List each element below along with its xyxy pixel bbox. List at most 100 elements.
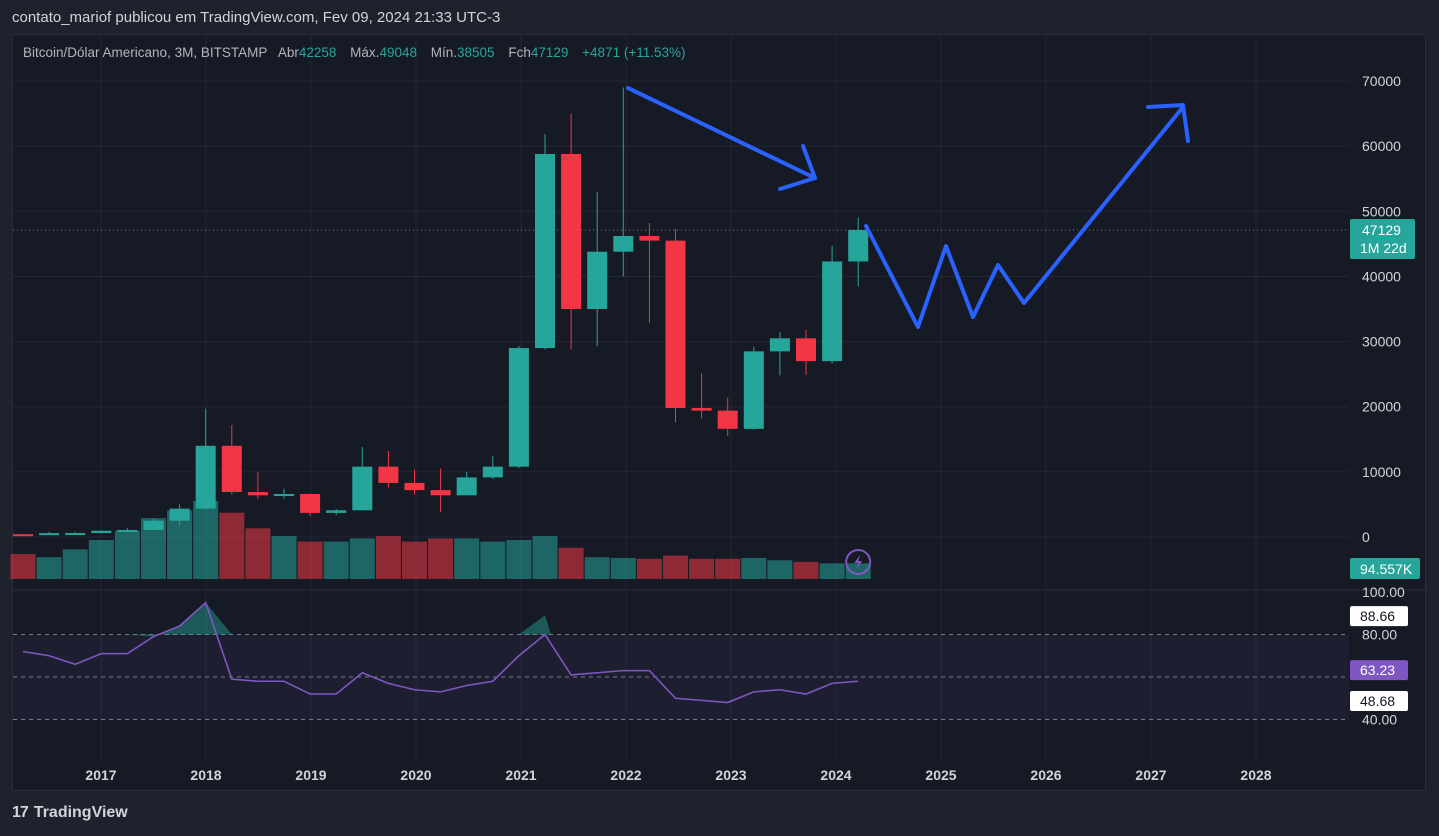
close-value: 47129 <box>530 45 569 60</box>
publish-caption: contato_mariof publicou em TradingView.c… <box>12 9 501 26</box>
volume-bar <box>375 536 401 579</box>
candle-body <box>404 482 425 491</box>
volume-bar <box>323 541 349 579</box>
volume-bar <box>689 558 715 579</box>
volume-bar <box>88 540 114 579</box>
volume-bar <box>845 563 871 579</box>
x-year-label: 2026 <box>1030 767 1061 783</box>
volume-bar <box>584 557 610 579</box>
price-badge-countdown: 1M 22d <box>1360 240 1407 256</box>
tradingview-mark-icon: 17 <box>12 804 29 821</box>
candle-body <box>300 494 321 513</box>
volume-bar <box>245 528 271 579</box>
y-tick-label: 50000 <box>1362 203 1401 219</box>
x-year-label: 2023 <box>715 767 746 783</box>
y-tick-label: 10000 <box>1362 464 1401 480</box>
candle-body <box>143 520 164 530</box>
change-value: +4871 (+11.53%) <box>582 45 686 60</box>
candle-body <box>822 261 843 362</box>
down-arrow-annotation <box>626 86 817 191</box>
x-year-label: 2021 <box>505 767 536 783</box>
volume-bar <box>715 558 741 579</box>
candle-body <box>743 351 764 429</box>
volume-bar <box>428 538 454 579</box>
volume-bar <box>819 563 845 579</box>
volume-bar <box>402 541 427 579</box>
volume-bar <box>297 541 323 579</box>
tradingview-logo[interactable]: 17 TradingView <box>12 804 128 822</box>
volume-bar <box>349 538 375 579</box>
y-tick-label: 0 <box>1362 529 1370 545</box>
candle-body <box>848 230 869 262</box>
candle-body <box>247 492 268 496</box>
candle-body <box>91 530 112 534</box>
candle-body <box>665 240 686 409</box>
rsi-badge <box>1350 691 1408 712</box>
rsi-line <box>22 601 859 704</box>
rsi-tick-label: 80.00 <box>1362 627 1397 643</box>
rsi-badge <box>1350 606 1408 627</box>
rsi-overbought-fill <box>127 602 232 637</box>
forecast-arrow-annotation <box>864 103 1190 329</box>
x-year-label: 2025 <box>925 767 956 783</box>
x-year-label: 2019 <box>295 767 326 783</box>
volume-bar <box>767 560 793 579</box>
high-label: Máx. <box>350 45 380 60</box>
rsi-badge <box>1350 660 1408 681</box>
volume-bar <box>271 536 297 579</box>
high-value: 49048 <box>379 45 417 60</box>
volume-badge-value: 94.557K <box>1360 561 1413 577</box>
lightning-bolt-icon <box>854 555 863 569</box>
symbol-legend: Bitcoin/Dólar Americano, 3M, BITSTAMP Ab… <box>23 45 695 60</box>
volume-bar <box>610 557 636 579</box>
candle-body <box>456 477 477 496</box>
low-value: 38505 <box>457 45 495 60</box>
x-year-label: 2018 <box>190 767 221 783</box>
candle-body <box>169 508 190 521</box>
candle-body <box>430 490 451 496</box>
candle-body <box>65 533 86 536</box>
volume-bar <box>532 536 558 579</box>
candle-body <box>274 494 294 497</box>
price-badge <box>1350 219 1415 260</box>
open-label: Abr <box>277 45 299 60</box>
volume-bar <box>193 501 219 579</box>
volume-bar <box>741 557 767 579</box>
brand-name: TradingView <box>33 804 128 821</box>
y-tick-label: 70000 <box>1362 73 1401 89</box>
candle-body <box>535 153 555 349</box>
candle-body <box>691 408 712 411</box>
candle-body <box>561 153 582 310</box>
volume-bar <box>480 541 506 579</box>
x-year-label: 2027 <box>1135 767 1166 783</box>
volume-bar <box>454 538 480 579</box>
volume-bar <box>36 557 62 579</box>
low-label: Mín. <box>430 45 458 60</box>
volume-badge <box>1350 558 1420 579</box>
volume-bar <box>10 554 36 579</box>
rsi-tick-label: 40.00 <box>1362 712 1397 728</box>
rsi-overbought-fill <box>518 615 551 635</box>
volume-bar <box>636 558 662 579</box>
y-tick-label: 60000 <box>1362 138 1401 154</box>
x-year-label: 2017 <box>85 767 116 783</box>
close-label: Fch <box>508 45 531 60</box>
candle-body <box>13 534 33 537</box>
x-year-label: 2024 <box>820 767 851 783</box>
candle-body <box>195 445 216 509</box>
rsi-tick-label: 100.00 <box>1362 584 1405 600</box>
candle-body <box>378 466 399 483</box>
y-tick-label: 30000 <box>1362 334 1401 350</box>
rsi-badge-value: 48.68 <box>1360 693 1395 709</box>
symbol-name: Bitcoin/Dólar Americano, 3M, BITSTAMP <box>23 45 268 60</box>
volume-bar <box>62 549 88 579</box>
x-year-label: 2028 <box>1240 767 1271 783</box>
open-value: 42258 <box>298 45 337 60</box>
lightning-icon <box>845 549 872 575</box>
candle-body <box>796 338 816 362</box>
volume-bar <box>663 555 688 579</box>
x-year-label: 2020 <box>400 767 431 783</box>
candle-body <box>482 466 503 478</box>
volume-bar <box>558 547 584 579</box>
